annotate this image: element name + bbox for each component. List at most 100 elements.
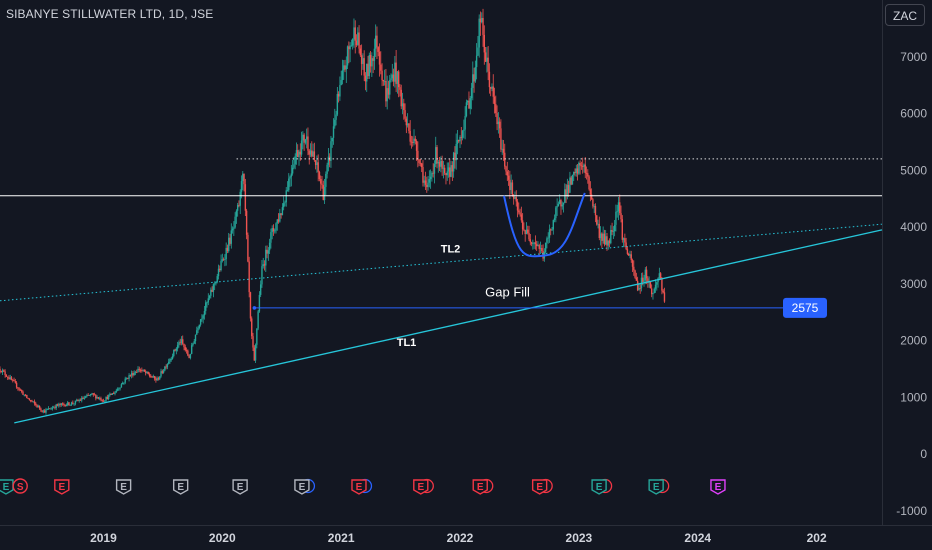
candle-body [332,126,335,138]
candle-body [569,177,571,193]
candle-body [4,371,6,376]
candle-body [455,144,457,161]
candle-body [344,65,346,70]
candle-body [427,182,429,188]
candle-body [351,39,354,46]
candle-body [244,184,247,211]
candle-body [420,163,423,168]
candle-body [426,184,428,188]
candle-body [327,156,330,165]
candle-body [502,148,505,153]
earnings-marker [351,479,367,495]
candle-body [510,182,512,191]
candle-body [519,212,521,215]
candle-body [622,238,625,240]
currency-button[interactable]: ZAC [885,4,925,26]
candle-body [307,136,309,151]
candle-body [77,400,79,401]
candle-body [314,160,317,165]
candle-body [410,141,413,143]
event-marker: S [12,478,28,494]
candle-body [478,18,480,48]
candle-body [272,228,275,232]
candle-body [470,87,473,99]
candle-body [290,173,293,177]
candle-body [68,402,70,406]
candle-body [354,27,356,41]
candle-body [199,319,202,325]
candle-body [585,173,588,174]
candle-body [459,136,461,142]
candle-body [325,173,327,187]
candle-body [109,393,111,396]
candle-body [406,123,409,126]
candle-body [240,181,243,192]
candle-body [95,395,97,399]
candle-body [170,358,172,360]
event-marker-label: E [596,482,603,493]
candle-body [588,176,590,190]
candle-body [496,113,498,125]
candle-body [202,315,204,319]
candle-body [403,103,405,111]
earnings-marker [115,479,132,495]
candle-body [49,408,51,410]
candle-body [111,393,114,395]
candle-body [91,393,93,395]
candle-body [294,156,296,165]
candle-body [17,387,19,389]
candle-body [355,40,358,45]
candle-body [224,259,226,260]
candle-body [546,238,548,243]
candle-body [183,343,185,348]
event-marker: E [294,478,316,495]
candle-body [558,200,561,204]
symbol-title: SIBANYE STILLWATER LTD, 1D, JSE [6,7,214,21]
candle-body [487,57,489,72]
candle-body [649,282,652,289]
candle-body [580,165,583,167]
trendline-tl2 [0,223,883,302]
candle-body [50,408,52,410]
candle-body [96,397,98,399]
candle-body [589,189,592,195]
candle-body [0,368,1,371]
candle-body [320,179,322,184]
candle-body [438,161,441,167]
candle-body [110,393,112,395]
candle-body [610,230,612,244]
candle-body [509,179,511,191]
candles [0,8,666,415]
candle-body [228,237,230,252]
candle-body [152,376,155,378]
candle-body [248,261,250,293]
event-marker: E [172,479,189,495]
candle-body [45,409,47,413]
candle-body [55,404,57,408]
candle-body [239,191,241,206]
candle-body [259,284,262,295]
candle-body [601,233,603,241]
candle-body [331,137,333,142]
candle-body [391,74,393,79]
y-tick-label: 3000 [900,277,927,291]
candle-body [539,248,542,249]
event-marker-label: E [237,482,244,493]
candle-body [153,376,156,379]
candle-body [308,150,310,155]
candle-body [431,172,433,177]
candle-body [537,245,539,247]
candle-body [64,404,66,407]
candle-body [72,402,74,404]
candle-body [337,94,340,97]
candle-body [477,47,479,56]
candle-body [445,173,447,176]
candle-body [658,273,661,278]
candle-body [235,210,238,217]
candle-body [619,202,621,214]
candle-body [547,237,549,239]
candle-body [553,218,556,221]
trendline-label: TL1 [397,337,417,349]
candle-body [92,393,94,395]
